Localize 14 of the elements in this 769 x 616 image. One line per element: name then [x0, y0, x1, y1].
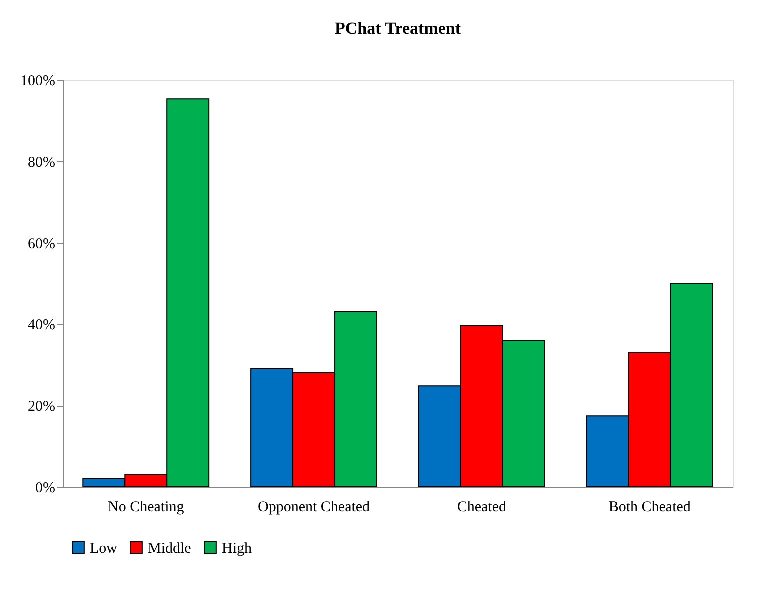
y-tick-label: 20% [28, 399, 56, 416]
y-tick-label: 40% [28, 318, 56, 334]
x-tick-label: Opponent Cheated [258, 500, 371, 516]
legend-label: High [222, 540, 252, 557]
x-tick-label: No Cheating [108, 500, 185, 516]
y-tick-label: 0% [36, 480, 56, 496]
y-tick-label: 100% [20, 74, 56, 90]
legend-label: Low [90, 540, 118, 557]
chart-title: PChat Treatment [334, 19, 462, 38]
x-tick-label: Both Cheated [608, 500, 692, 516]
y-tick-label: 80% [28, 154, 56, 171]
y-tick-label: 60% [28, 236, 56, 252]
legend-label: Middle [148, 540, 192, 557]
x-tick-label: Cheated [457, 500, 508, 516]
